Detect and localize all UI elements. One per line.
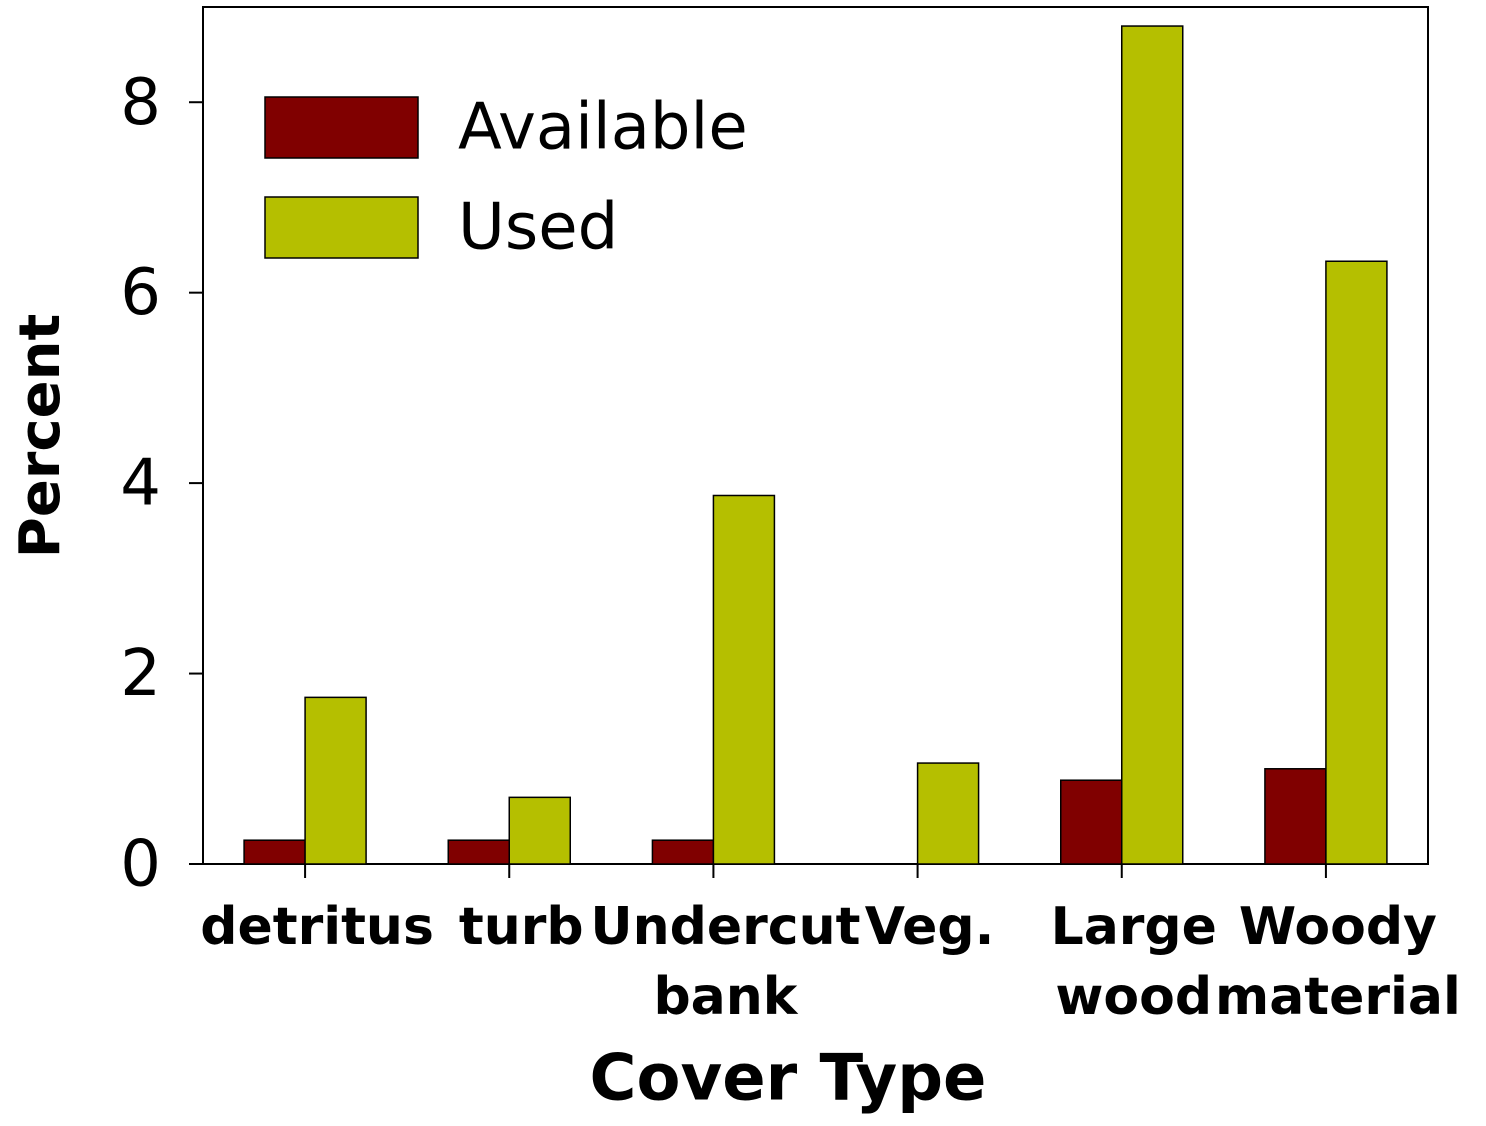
x-axis-label: Cover Type [590,1042,987,1116]
bar [1325,260,1388,865]
legend-label: Used [458,191,618,265]
x-tick-label: detritus [200,897,434,957]
x-tick-label: Large wood [1051,897,1217,1027]
bar [304,696,367,865]
y-tick-label: 8 [120,66,161,140]
y-tick-label: 4 [120,447,161,521]
y-tick-label: 0 [120,828,161,902]
plot-frame [202,6,1429,865]
bar [1264,768,1327,865]
legend-swatch [264,196,419,259]
y-axis-label: Percent [8,314,73,558]
x-tick-label: Veg. [865,897,995,957]
legend-swatch [264,96,419,159]
bar [1060,779,1123,865]
bar [916,762,980,865]
x-tick-label: Undercut bank [590,897,860,1027]
x-tick-label: turb [459,897,584,957]
legend-label: Available [458,91,748,165]
bar [651,839,715,865]
bar [712,494,776,865]
bar [1121,25,1184,865]
x-tick-label: Woody material [1215,897,1461,1027]
y-tick-label: 6 [120,256,161,330]
bar [447,839,510,865]
bar [243,839,306,865]
bar [508,796,571,865]
y-tick-label: 2 [120,637,161,711]
